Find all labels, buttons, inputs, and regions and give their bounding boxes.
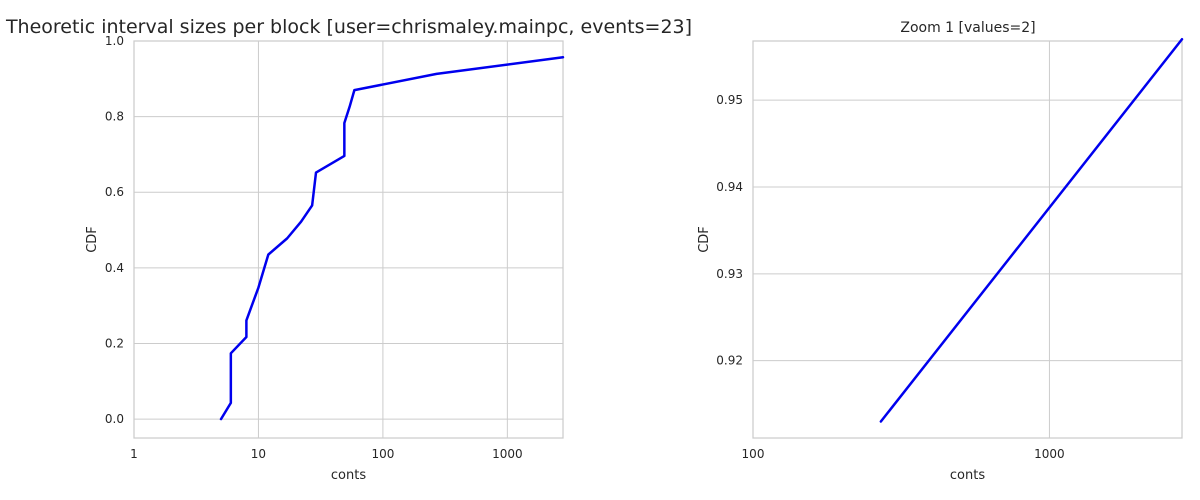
y-tick-label: 0.93 <box>716 267 743 281</box>
y-tick-label: 0.95 <box>716 93 743 107</box>
y-tick-label: 1.0 <box>105 34 124 48</box>
y-tick-label: 0.94 <box>716 180 743 194</box>
x-tick-label: 1000 <box>492 447 523 461</box>
chart-panel-2: 100 1000 0.92 0.93 0.94 0.95 Zoom 1 [values=2]… <box>697 20 1184 483</box>
y-tick-label: 0.0 <box>105 412 124 426</box>
chart-title: Zoom 1 [values=2] <box>900 20 1035 36</box>
y-tick-label: 0.8 <box>105 110 124 124</box>
x-tick-label: 100 <box>742 447 765 461</box>
x-tick-label: 100 <box>371 447 394 461</box>
plot-frame <box>133 40 564 439</box>
y-axis-label: CDF <box>697 226 712 253</box>
x-axis-label: conts <box>331 468 366 483</box>
x-axis-label: conts <box>950 468 985 483</box>
plot-frame <box>752 40 1183 439</box>
cdf-series-line <box>879 38 1184 423</box>
x-tick-label: 1 <box>130 447 138 461</box>
y-tick-label: 0.6 <box>105 185 124 199</box>
x-tick-label: 10 <box>251 447 266 461</box>
y-tick-label: 0.4 <box>105 261 124 275</box>
cdf-series-line <box>219 56 565 421</box>
x-tick-label: 1000 <box>1034 447 1065 461</box>
y-axis-label: CDF <box>85 226 100 253</box>
y-tick-label: 0.92 <box>716 354 743 368</box>
chart-title: Theoretic interval sizes per block [user… <box>5 16 692 38</box>
y-tick-label: 0.2 <box>105 336 124 350</box>
